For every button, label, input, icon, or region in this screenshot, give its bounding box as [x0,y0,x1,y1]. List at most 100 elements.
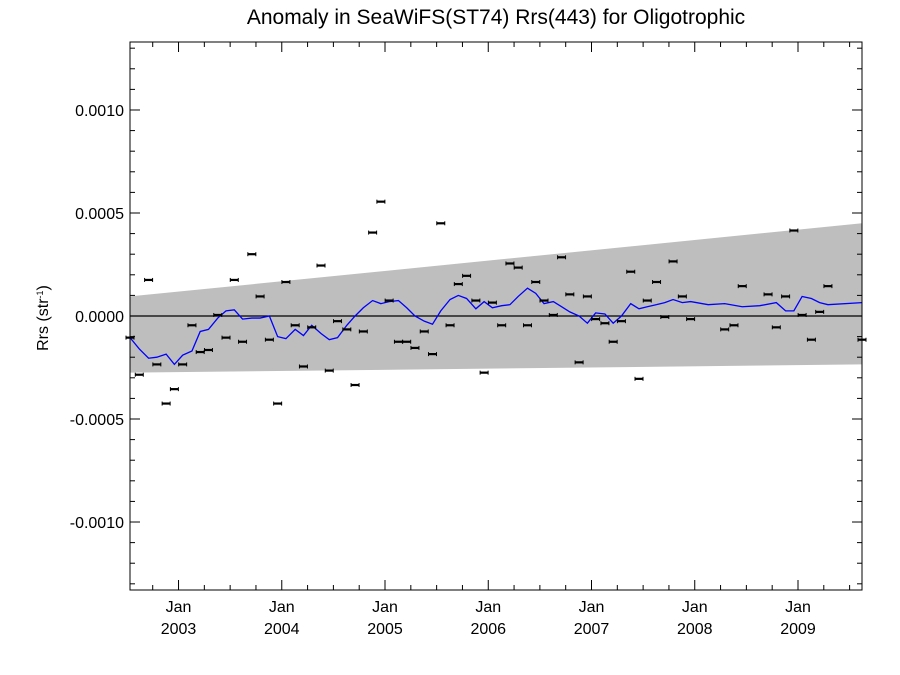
data-point [410,345,420,350]
data-point [419,329,429,334]
data-point [660,315,670,320]
y-tick-label: 0.0005 [75,206,124,223]
y-axis-label: Rrs (str-1) [35,285,52,351]
data-point [453,282,463,287]
data-point [169,387,179,392]
data-point [668,259,678,264]
chart-title: Anomaly in SeaWiFS(ST74) Rrs(443) for Ol… [246,6,746,29]
data-point [686,317,696,322]
data-point [634,376,644,381]
x-tick-year-label: 2009 [780,621,816,638]
data-point [616,319,626,324]
ticks-layer [130,42,862,590]
data-point [281,280,291,285]
data-point [479,370,489,375]
data-point [134,372,144,377]
data-points-layer [125,199,867,406]
data-point [608,339,618,344]
data-point [333,319,343,324]
x-tick-month-label: Jan [579,599,605,616]
y-tick-label: -0.0005 [70,412,124,429]
data-point [436,221,446,226]
data-point [290,323,300,328]
x-tick-month-label: Jan [372,599,398,616]
data-point [626,269,636,274]
x-tick-month-label: Jan [166,599,192,616]
data-point [789,228,799,233]
data-point [152,362,162,367]
x-tick-year-label: 2005 [367,621,403,638]
data-point [763,292,773,297]
data-point [781,294,791,299]
data-point [600,321,610,326]
data-point [187,323,197,328]
data-point [144,277,154,282]
data-point [342,327,352,332]
confidence-band-layer [130,223,862,373]
data-point [557,255,567,260]
data-point [203,347,213,352]
x-tick-month-label: Jan [269,599,295,616]
data-point [238,339,248,344]
data-point [307,325,317,330]
data-point [677,294,687,299]
data-point [720,327,730,332]
data-point [806,337,816,342]
data-point [539,298,549,303]
data-point [213,312,223,317]
data-point [221,335,231,340]
data-point [402,339,412,344]
x-tick-year-label: 2004 [264,621,300,638]
y-tick-label: -0.0010 [70,515,124,532]
data-point [548,312,558,317]
data-point [582,294,592,299]
data-point [298,364,308,369]
data-point [513,265,523,270]
data-point [823,284,833,289]
data-point [797,312,807,317]
x-tick-year-label: 2007 [574,621,610,638]
x-tick-month-label: Jan [475,599,501,616]
data-point [531,280,541,285]
data-point [428,352,438,357]
x-tick-month-label: Jan [785,599,811,616]
x-tick-year-label: 2003 [161,621,197,638]
data-point [497,323,507,328]
data-point [737,284,747,289]
data-point [255,294,265,299]
tick-labels-layer: 0.0010 0.0005 0.0000 -0.0005 -0.0010 Jan 2003 J… [70,103,816,638]
data-point [487,300,497,305]
data-point [178,362,188,367]
data-point [522,323,532,328]
trend-line [129,287,863,366]
data-point [376,199,386,204]
data-point [229,277,239,282]
data-point [771,325,781,330]
data-point [505,261,515,266]
x-tick-month-label: Jan [682,599,708,616]
data-point [358,329,368,334]
data-point [161,401,171,406]
data-point [574,360,584,365]
data-point [247,252,257,257]
data-point [591,317,601,322]
x-tick-year-label: 2006 [470,621,506,638]
data-point [273,401,283,406]
data-point [652,280,662,285]
data-point [462,273,472,278]
data-point [565,292,575,297]
data-point [368,230,378,235]
data-point [264,337,274,342]
y-tick-label: 0.0000 [75,309,124,326]
data-point [815,309,825,314]
confidence-band [130,223,862,373]
y-tick-label: 0.0010 [75,103,124,120]
data-point [471,298,481,303]
data-point [642,298,652,303]
data-point [324,368,334,373]
x-tick-year-label: 2008 [677,621,713,638]
data-point [384,298,394,303]
data-point [445,323,455,328]
data-point [350,383,360,388]
